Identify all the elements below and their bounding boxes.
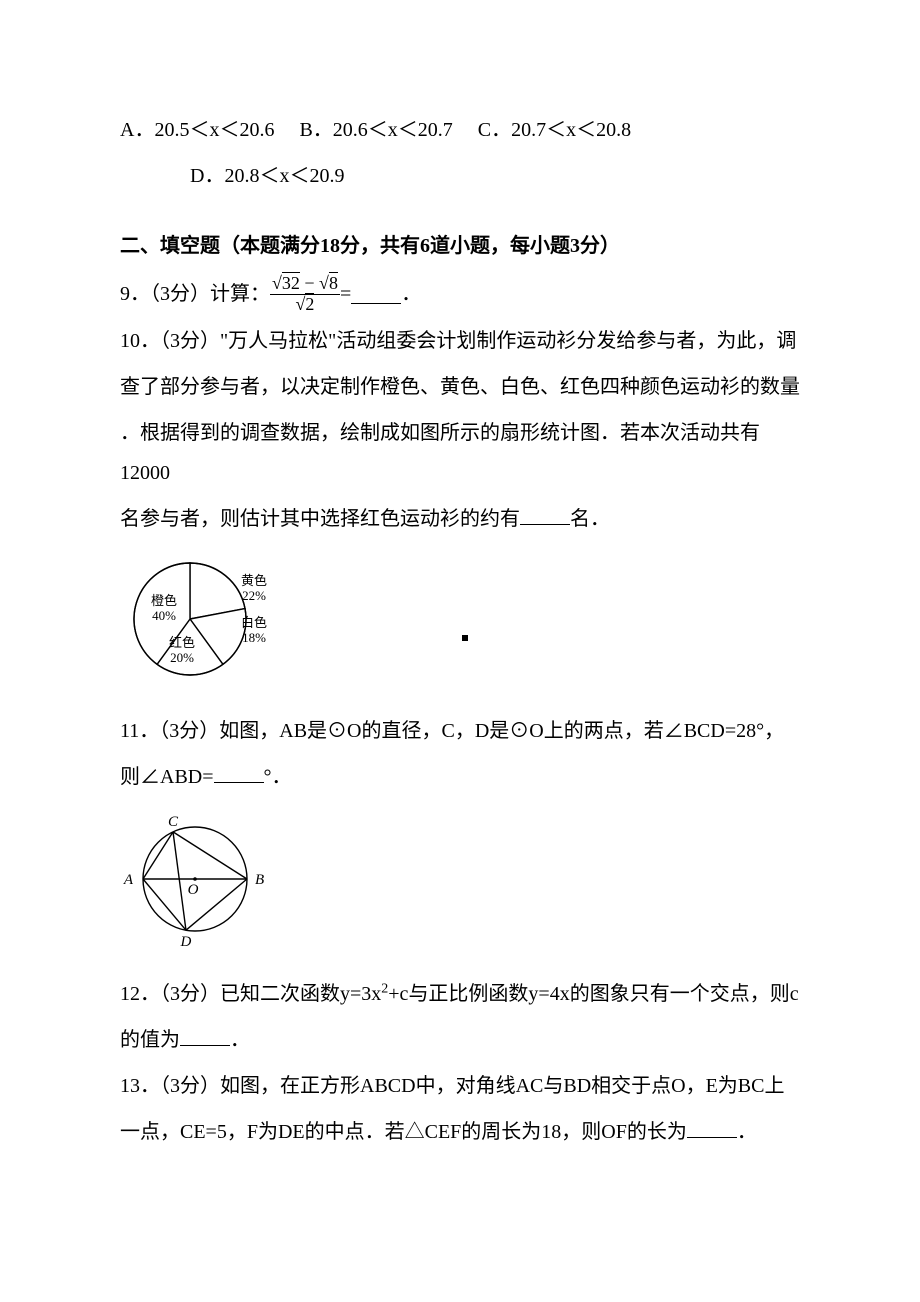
q8-opt-b: B．20.6＜x＜20.7 — [299, 119, 452, 141]
section-2-heading: 二、填空题（本题满分18分，共有6道小题，每小题3分） — [120, 226, 800, 266]
q13-line-2a: 一点，CE=5，F为DE的中点．若△CEF的周长为18，则OF的长为 — [120, 1121, 687, 1143]
q9-line: 9．（3分）计算： √32 − √8 √2 = ． — [120, 274, 800, 315]
q10-blank — [520, 505, 570, 525]
circle-diagram-svg: A B C D O — [120, 807, 290, 962]
q11-line-2b: °． — [264, 766, 292, 788]
q11-line-2a: 则∠ABD= — [120, 766, 214, 788]
pie-chart-svg: 黄色22% 白色18% 红色20% 橙色40% — [120, 549, 300, 699]
q9-blank — [351, 284, 401, 304]
q12-blank — [180, 1026, 230, 1046]
q13-line-2b: ． — [737, 1121, 757, 1143]
q10-line-4a: 名参与者，则估计其中选择红色运动衫的约有 — [120, 508, 520, 530]
q11-line-1: 11．（3分）如图，AB是⊙O的直径，C，D是⊙O上的两点，若∠BCD=28°， — [120, 711, 800, 751]
svg-text:18%: 18% — [242, 630, 266, 645]
svg-text:A: A — [123, 872, 134, 888]
q10-line-4b: 名． — [570, 508, 610, 530]
q10-line-4: 名参与者，则估计其中选择红色运动衫的约有 名． — [120, 499, 800, 539]
q13-blank — [687, 1118, 737, 1138]
q11-blank — [214, 763, 264, 783]
q9-denominator: √2 — [270, 295, 340, 315]
svg-text:C: C — [168, 813, 179, 829]
q8-options-line-1: A．20.5＜x＜20.6 B．20.6＜x＜20.7 C．20.7＜x＜20.… — [120, 110, 800, 150]
svg-text:22%: 22% — [242, 588, 266, 603]
svg-text:橙色: 橙色 — [151, 593, 177, 608]
q9-fraction: √32 − √8 √2 — [270, 274, 340, 315]
q8-options-line-2: D．20.8＜x＜20.9 — [120, 156, 800, 196]
svg-text:黄色: 黄色 — [241, 573, 267, 588]
q13-line-1: 13．（3分）如图，在正方形ABCD中，对角线AC与BD相交于点O，E为BC上 — [120, 1066, 800, 1106]
q12-line-1b: +c与正比例函数y=4x的图象只有一个交点，则c — [388, 983, 798, 1005]
q9-eq: = — [340, 274, 351, 314]
svg-text:红色: 红色 — [169, 635, 195, 650]
q9-suffix: ． — [401, 274, 421, 314]
q12-line-2b: ． — [230, 1029, 250, 1051]
q10-line-3: ．根据得到的调查数据，绘制成如图所示的扇形统计图．若本次活动共有12000 — [120, 413, 800, 493]
q10-line-2: 查了部分参与者，以决定制作橙色、黄色、白色、红色四种颜色运动衫的数量 — [120, 367, 800, 407]
center-dot-icon — [462, 635, 468, 641]
q12-line-1a: 12．（3分）已知二次函数y=3x — [120, 983, 381, 1005]
q12-line-1: 12．（3分）已知二次函数y=3x2+c与正比例函数y=4x的图象只有一个交点，… — [120, 974, 800, 1014]
svg-text:20%: 20% — [170, 650, 194, 665]
q9-prefix: 9．（3分）计算： — [120, 274, 270, 314]
svg-text:白色: 白色 — [241, 615, 267, 630]
q11-line-2: 则∠ABD= °． — [120, 757, 800, 797]
q8-opt-a: A．20.5＜x＜20.6 — [120, 119, 274, 141]
q10-line-1: 10．（3分）"万人马拉松"活动组委会计划制作运动衫分发给参与者，为此，调 — [120, 321, 800, 361]
page-center-dot — [460, 618, 470, 658]
svg-text:40%: 40% — [152, 608, 176, 623]
svg-text:B: B — [255, 872, 264, 888]
q9-numerator: √32 − √8 — [270, 274, 340, 295]
svg-text:D: D — [180, 934, 192, 950]
q12-line-2: 的值为 ． — [120, 1020, 800, 1060]
q8-opt-c: C．20.7＜x＜20.8 — [478, 119, 631, 141]
q11-circle-diagram: A B C D O — [120, 807, 800, 962]
q12-line-2a: 的值为 — [120, 1029, 180, 1051]
q8-opt-d: D．20.8＜x＜20.9 — [190, 165, 344, 187]
q13-line-2: 一点，CE=5，F为DE的中点．若△CEF的周长为18，则OF的长为 ． — [120, 1112, 800, 1152]
svg-text:O: O — [188, 882, 199, 898]
